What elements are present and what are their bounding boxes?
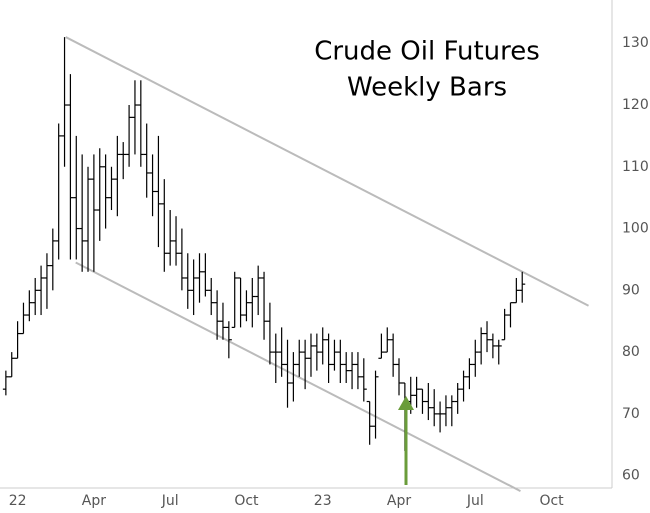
x-tick-label: Apr [387,493,411,509]
trendline [65,36,589,307]
x-tick-label: Apr [82,493,106,509]
y-tick-label: 120 [622,97,649,113]
x-tick-label: 23 [314,493,332,509]
y-tick-label: 70 [622,406,640,422]
x-tick-label: Jul [466,493,484,509]
y-tick-label: 60 [622,468,640,484]
chart-title: Crude Oil Futures [314,37,540,67]
y-tick-label: 110 [622,159,649,175]
y-tick-label: 90 [622,282,640,298]
x-tick-label: Jul [161,493,179,509]
y-tick-label: 100 [622,221,649,237]
annotation-arrow [398,396,414,485]
y-tick-label: 130 [622,35,649,51]
x-tick-label: 22 [9,493,27,509]
x-tick-label: Oct [234,493,259,509]
x-tick-label: Oct [539,493,564,509]
trendline [75,261,521,492]
chart-title: Weekly Bars [347,73,507,103]
y-tick-label: 80 [622,344,640,360]
